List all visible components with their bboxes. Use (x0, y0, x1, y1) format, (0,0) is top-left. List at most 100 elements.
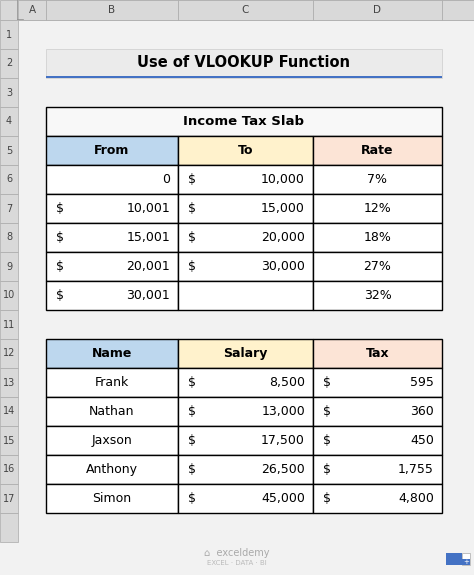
Text: 10,000: 10,000 (261, 173, 305, 186)
Bar (46, 484, 178, 513)
Text: 9: 9 (6, 262, 12, 271)
Bar (442, 107, 474, 136)
Bar (178, 426, 313, 455)
Bar (18, 107, 46, 136)
Bar (46, 339, 178, 368)
Bar (46, 397, 178, 426)
Bar (442, 252, 474, 281)
Bar (46, 49, 442, 78)
Bar (46, 194, 178, 223)
Bar (0, 281, 18, 310)
Text: 4,800: 4,800 (398, 492, 434, 505)
Text: 45,000: 45,000 (261, 492, 305, 505)
Bar (313, 310, 442, 339)
Bar (46, 165, 178, 194)
Bar (0, 513, 18, 542)
Bar (442, 368, 474, 397)
Bar (18, 513, 46, 542)
Text: 10: 10 (3, 290, 15, 301)
Bar (18, 252, 46, 281)
Bar (313, 107, 442, 136)
Text: Anthony: Anthony (86, 463, 138, 476)
Bar (46, 426, 178, 455)
Bar (178, 252, 313, 281)
Text: $: $ (188, 173, 196, 186)
Text: 17: 17 (3, 493, 15, 504)
Bar (18, 310, 46, 339)
Text: 14: 14 (3, 407, 15, 416)
Bar (18, 20, 46, 49)
Bar (313, 455, 442, 484)
Text: 0: 0 (162, 173, 170, 186)
Text: 1,755: 1,755 (398, 463, 434, 476)
Bar (462, 559, 470, 565)
Bar (178, 397, 313, 426)
Bar (313, 252, 442, 281)
Bar (178, 194, 313, 223)
Bar (0, 455, 18, 484)
Bar (46, 252, 178, 281)
Bar (178, 165, 313, 194)
Text: Name: Name (92, 347, 132, 360)
Bar (178, 368, 313, 397)
Text: 27%: 27% (364, 260, 392, 273)
Text: 7: 7 (6, 204, 12, 213)
Bar (442, 397, 474, 426)
Text: To: To (238, 144, 253, 157)
Bar (178, 20, 313, 49)
Bar (0, 397, 18, 426)
Bar (313, 223, 442, 252)
Bar (178, 513, 313, 542)
Text: C: C (242, 5, 249, 15)
Text: 12%: 12% (364, 202, 392, 215)
Bar (446, 553, 462, 565)
Bar (442, 426, 474, 455)
Text: Use of VLOOKUP Function: Use of VLOOKUP Function (137, 55, 350, 70)
Text: $: $ (56, 289, 64, 302)
Bar (18, 368, 46, 397)
Bar (0, 252, 18, 281)
Text: 4: 4 (6, 117, 12, 126)
Bar (313, 368, 442, 397)
Bar (178, 281, 313, 310)
Bar (46, 136, 178, 165)
Bar (46, 0, 178, 20)
Bar (0, 368, 18, 397)
Bar (313, 484, 442, 513)
Bar (442, 136, 474, 165)
Text: Income Tax Slab: Income Tax Slab (183, 115, 304, 128)
Text: 32%: 32% (364, 289, 392, 302)
Bar (178, 484, 313, 513)
Bar (442, 281, 474, 310)
Bar (46, 310, 178, 339)
Bar (442, 513, 474, 542)
Bar (178, 339, 313, 368)
Bar (18, 165, 46, 194)
Bar (178, 223, 313, 252)
Bar (313, 136, 442, 165)
Text: $: $ (323, 376, 331, 389)
Text: D: D (374, 5, 382, 15)
Text: 16: 16 (3, 465, 15, 474)
Text: 11: 11 (3, 320, 15, 329)
Bar (313, 426, 442, 455)
Bar (46, 20, 178, 49)
Bar (18, 194, 46, 223)
Text: ⌂  exceldemy: ⌂ exceldemy (204, 548, 270, 558)
Bar (442, 339, 474, 368)
Bar (313, 165, 442, 194)
Bar (313, 194, 442, 223)
Text: B: B (109, 5, 116, 15)
Text: Rate: Rate (361, 144, 394, 157)
Text: 12: 12 (3, 348, 15, 358)
Text: 5: 5 (6, 145, 12, 155)
Bar (462, 553, 470, 565)
Text: 13,000: 13,000 (261, 405, 305, 418)
Bar (442, 0, 474, 20)
Bar (18, 223, 46, 252)
Bar (46, 78, 178, 107)
Bar (313, 252, 442, 281)
Bar (313, 397, 442, 426)
Bar (442, 484, 474, 513)
Text: 595: 595 (410, 376, 434, 389)
